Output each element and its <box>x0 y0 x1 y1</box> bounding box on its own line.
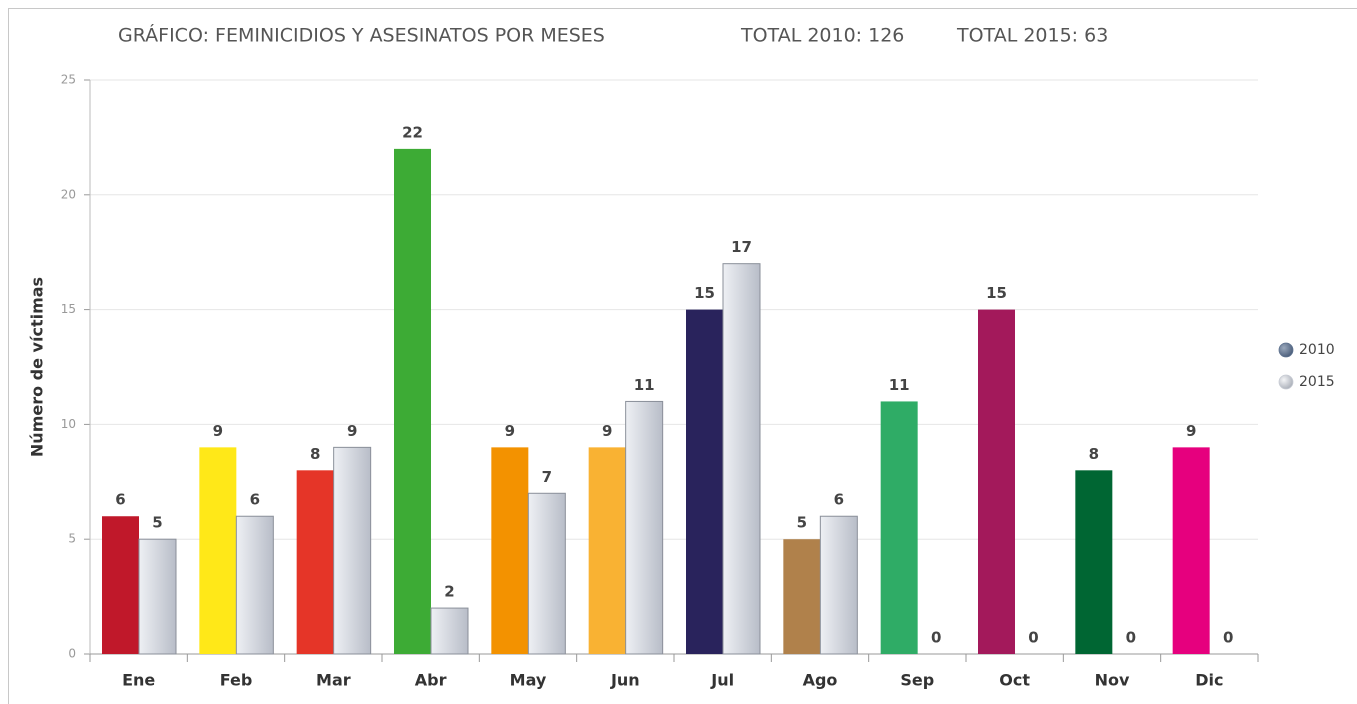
data-label: 9 <box>602 422 612 440</box>
y-tick-label: 15 <box>61 302 76 316</box>
bar <box>102 516 139 654</box>
bar <box>819 515 858 655</box>
data-label: 6 <box>250 491 260 509</box>
annotation: TOTAL 2015: 63 <box>956 25 1108 47</box>
y-tick-label: 25 <box>61 73 76 87</box>
x-tick-label: Jun <box>610 671 640 690</box>
bar <box>394 148 431 654</box>
data-label: 8 <box>310 445 320 463</box>
x-tick-label: Mar <box>316 671 351 690</box>
data-label: 17 <box>731 238 752 256</box>
x-tick-label: Dic <box>1195 671 1223 690</box>
legend-marker <box>1278 374 1294 390</box>
bar <box>1172 447 1210 654</box>
bar <box>527 492 566 655</box>
y-tick-label: 0 <box>68 647 76 661</box>
data-label: 9 <box>213 422 223 440</box>
bar <box>235 515 274 655</box>
y-tick-label: 5 <box>68 532 76 546</box>
data-label: 11 <box>889 376 910 394</box>
data-label: 7 <box>542 468 552 486</box>
data-label: 0 <box>1223 629 1233 647</box>
bar <box>978 309 1015 654</box>
legend-marker <box>1278 342 1294 358</box>
data-label: 6 <box>115 491 125 509</box>
bar <box>722 263 761 655</box>
x-tick-label: Abr <box>415 671 447 690</box>
data-label: 0 <box>1126 629 1136 647</box>
x-tick-label: Ago <box>803 671 838 690</box>
data-label: 0 <box>1028 629 1038 647</box>
data-label: 5 <box>797 514 807 532</box>
chart-title: GRÁFICO: FEMINICIDIOS Y ASESINATOS POR M… <box>118 24 605 47</box>
data-label: 5 <box>152 514 162 532</box>
data-label: 15 <box>986 284 1007 302</box>
data-label: 22 <box>402 123 423 141</box>
data-label: 2 <box>444 583 454 601</box>
bar <box>880 401 918 654</box>
bar <box>199 447 237 654</box>
data-label: 9 <box>505 422 515 440</box>
bar <box>686 309 723 654</box>
legend-label: 2015 <box>1299 374 1335 390</box>
bar <box>625 400 664 655</box>
legend-label: 2010 <box>1299 342 1335 358</box>
data-label: 9 <box>1186 422 1196 440</box>
x-tick-label: Feb <box>220 671 253 690</box>
x-tick-label: May <box>510 671 547 690</box>
x-tick-label: Sep <box>900 671 934 690</box>
annotation: TOTAL 2010: 126 <box>740 25 904 47</box>
frame <box>8 8 1357 704</box>
bar <box>296 470 334 654</box>
data-label: 15 <box>694 284 715 302</box>
bar <box>588 447 626 654</box>
y-tick-label: 10 <box>61 417 76 431</box>
x-tick-label: Ene <box>122 671 155 690</box>
bar <box>783 539 821 654</box>
bar <box>430 607 469 655</box>
data-label: 11 <box>634 376 655 394</box>
y-axis-label: Número de víctimas <box>28 277 47 457</box>
x-tick-label: Oct <box>999 671 1030 690</box>
bar <box>1075 470 1113 654</box>
data-label: 8 <box>1089 445 1099 463</box>
x-tick-label: Jul <box>710 671 734 690</box>
data-label: 6 <box>834 491 844 509</box>
data-label: 0 <box>931 629 941 647</box>
bar <box>333 446 372 655</box>
bar <box>138 538 177 655</box>
x-tick-label: Nov <box>1095 671 1130 690</box>
bar <box>491 447 529 654</box>
data-label: 9 <box>347 422 357 440</box>
y-tick-label: 20 <box>61 187 76 201</box>
